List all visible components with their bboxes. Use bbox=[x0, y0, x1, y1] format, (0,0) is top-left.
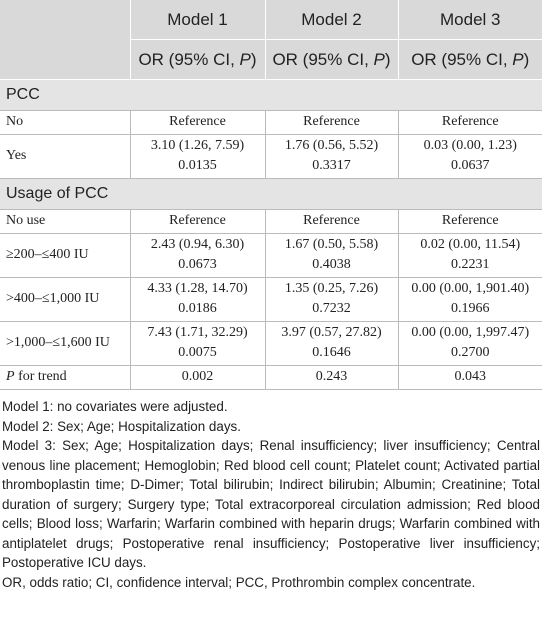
subtitle-italic: P bbox=[512, 49, 524, 69]
cell-line: 7.43 (1.71, 32.29) bbox=[147, 325, 248, 340]
header-corner bbox=[0, 0, 130, 80]
data-cell: 1.76 (0.56, 5.52) 0.3317 bbox=[264, 134, 399, 179]
data-row: No use Reference Reference Reference bbox=[0, 209, 542, 234]
data-cell: Reference bbox=[129, 110, 266, 135]
data-row: No Reference Reference Reference bbox=[0, 110, 542, 135]
data-cell: Reference bbox=[397, 110, 542, 135]
cell-line: 0.0075 bbox=[178, 345, 217, 360]
cell-line: 0.0186 bbox=[178, 301, 217, 316]
header-row: OR (95% CI, P) OR (95% CI, P) OR (95% CI, … bbox=[0, 39, 542, 80]
data-cell: 0.00 (0.00, 1,997.47) 0.2700 bbox=[397, 321, 542, 366]
section-title: Usage of PCC bbox=[0, 178, 542, 210]
subtitle-text: ) bbox=[250, 49, 257, 69]
data-cell: Reference bbox=[129, 209, 266, 234]
cell-line: Reference bbox=[441, 213, 499, 228]
data-cell: 0.02 (0.00, 11.54) 0.2231 bbox=[397, 233, 542, 278]
trend-cell: 0.243 bbox=[264, 365, 399, 390]
footnote: Model 2: Sex; Age; Hospitalization days. bbox=[2, 418, 241, 434]
cell-line: Reference bbox=[303, 213, 360, 228]
section-row: PCC bbox=[0, 79, 542, 111]
cell-line: 0.0673 bbox=[178, 257, 217, 272]
footnotes: Model 1: no covariates were adjusted. Mod… bbox=[0, 390, 542, 592]
cell-line: Reference bbox=[303, 114, 360, 129]
column-title: Model 3 bbox=[397, 0, 542, 40]
data-row: >1,000–≤1,600 IU 7.43 (1.71, 32.29) 0.0075… bbox=[0, 321, 542, 366]
column-title: Model 1 bbox=[129, 0, 265, 40]
footnote: OR, odds ratio; CI, confidence interval;… bbox=[2, 574, 476, 590]
data-cell: 7.43 (1.71, 32.29) 0.0075 bbox=[129, 321, 266, 366]
subtitle-italic: P bbox=[373, 49, 385, 69]
cell-line: 2.43 (0.94, 6.30) bbox=[150, 237, 245, 252]
row-label: No use bbox=[0, 209, 131, 234]
subtitle-text: OR (95% CI, bbox=[272, 49, 374, 69]
subtitle-text: OR (95% CI, bbox=[411, 49, 513, 69]
cell-line: 0.03 (0.00, 1.23) bbox=[423, 138, 517, 153]
cell-line: 1.67 (0.50, 5.58) bbox=[284, 237, 379, 252]
column-subtitle: OR (95% CI, P) bbox=[264, 39, 398, 80]
data-cell: 3.10 (1.26, 7.59) 0.0135 bbox=[129, 134, 266, 179]
cell-line: 0.0637 bbox=[451, 158, 490, 173]
cell-line: 3.97 (0.57, 27.82) bbox=[281, 325, 382, 340]
cell-line: 1.76 (0.56, 5.52) bbox=[284, 138, 379, 153]
cell-line: Reference bbox=[169, 114, 226, 129]
subtitle-text: OR (95% CI, bbox=[138, 49, 240, 69]
footnote: Model 3: Sex; Age; Hospitalization days;… bbox=[2, 438, 540, 570]
cell-line: 0.00 (0.00, 1,997.47) bbox=[411, 325, 530, 340]
data-row: Yes 3.10 (1.26, 7.59) 0.0135 1.76 (0.56, 5.… bbox=[0, 134, 542, 179]
cell-line: 4.33 (1.28, 14.70) bbox=[147, 281, 248, 296]
column-subtitle: OR (95% CI, P) bbox=[397, 39, 542, 80]
cell-line: 0.2231 bbox=[451, 257, 490, 272]
row-label: Yes bbox=[0, 134, 131, 179]
cell-line: 0.0135 bbox=[178, 158, 217, 173]
label-text: for trend bbox=[14, 369, 67, 384]
header-row: Model 1 Model 2 Model 3 bbox=[0, 0, 542, 80]
cell-line: 0.2700 bbox=[451, 345, 490, 360]
cell-line: 0.3317 bbox=[312, 158, 351, 173]
data-row: >400–≤1,000 IU 4.33 (1.28, 14.70) 0.0186 1.… bbox=[0, 277, 542, 322]
subtitle-text: ) bbox=[384, 49, 391, 69]
cell-line: 0.1966 bbox=[451, 301, 490, 316]
cell-line: 0.02 (0.00, 11.54) bbox=[420, 237, 521, 252]
data-cell: 0.00 (0.00, 1,901.40) 0.1966 bbox=[397, 277, 542, 322]
data-cell: Reference bbox=[264, 209, 399, 234]
subtitle-italic: P bbox=[239, 49, 251, 69]
cell-line: 3.10 (1.26, 7.59) bbox=[150, 138, 245, 153]
data-cell: 4.33 (1.28, 14.70) 0.0186 bbox=[129, 277, 266, 322]
data-cell: 1.35 (0.25, 7.26) 0.7232 bbox=[264, 277, 399, 322]
section-title: PCC bbox=[0, 79, 542, 111]
section-row: Usage of PCC bbox=[0, 178, 542, 210]
column-title: Model 2 bbox=[264, 0, 398, 40]
row-label: >400–≤1,000 IU bbox=[0, 277, 131, 322]
column-subtitle: OR (95% CI, P) bbox=[129, 39, 265, 80]
row-label: ≥200–≤400 IU bbox=[0, 233, 131, 278]
row-label: P for trend bbox=[0, 365, 131, 390]
data-cell: 0.03 (0.00, 1.23) 0.0637 bbox=[397, 134, 542, 179]
cell-line: 0.1646 bbox=[312, 345, 351, 360]
row-label: >1,000–≤1,600 IU bbox=[0, 321, 131, 366]
subtitle-text: ) bbox=[523, 49, 530, 69]
data-cell: 2.43 (0.94, 6.30) 0.0673 bbox=[129, 233, 266, 278]
cell-line: Reference bbox=[441, 114, 499, 129]
cell-line: 1.35 (0.25, 7.26) bbox=[284, 281, 379, 296]
cell-line: Reference bbox=[169, 213, 226, 228]
row-label: No bbox=[0, 110, 131, 135]
data-cell: 3.97 (0.57, 27.82) 0.1646 bbox=[264, 321, 399, 366]
cell-line: 0.7232 bbox=[312, 301, 351, 316]
footnote: Model 1: no covariates were adjusted. bbox=[2, 399, 228, 414]
cell-line: 0.00 (0.00, 1,901.40) bbox=[411, 281, 530, 296]
data-cell: Reference bbox=[264, 110, 399, 135]
cell-line: 0.4038 bbox=[312, 257, 351, 272]
trend-row: P for trend 0.002 0.243 0.043 bbox=[0, 365, 542, 390]
results-table: Model 1 Model 2 Model 3 OR (95% CI, P) OR (9… bbox=[0, 0, 542, 390]
label-italic: P bbox=[6, 369, 15, 384]
data-row: ≥200–≤400 IU 2.43 (0.94, 6.30) 0.0673 1.67 … bbox=[0, 233, 542, 278]
trend-cell: 0.043 bbox=[397, 365, 542, 390]
trend-cell: 0.002 bbox=[129, 365, 266, 390]
data-cell: 1.67 (0.50, 5.58) 0.4038 bbox=[264, 233, 399, 278]
data-cell: Reference bbox=[397, 209, 542, 234]
